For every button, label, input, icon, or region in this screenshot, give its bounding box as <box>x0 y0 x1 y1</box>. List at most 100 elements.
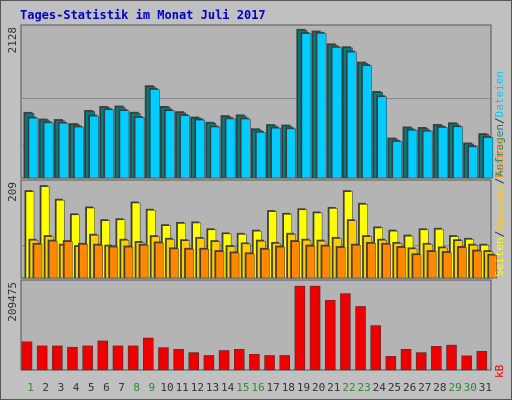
bar-kb-day-16 <box>249 353 260 371</box>
bar-kb-day-24 <box>370 325 381 371</box>
bar-kb-day-15 <box>234 348 245 371</box>
bar-kb-day-1 <box>21 341 33 371</box>
legend-separator: / <box>493 178 506 185</box>
bar-rechner-day-12 <box>200 249 210 279</box>
x-tick-label-day-22: 22 <box>342 381 355 394</box>
bar-rechner-day-20 <box>321 245 331 279</box>
bar-rechner-day-5 <box>94 245 103 279</box>
bar-kb-day-18 <box>279 355 290 371</box>
bar-dateien-day-20 <box>316 33 327 179</box>
x-tick-label-day-8: 8 <box>133 381 140 394</box>
legend-besuche: Besuche <box>493 184 506 230</box>
y-axis-max-label: 209 <box>6 182 19 202</box>
bar-dateien-day-29 <box>453 126 463 179</box>
x-tick-label-day-20: 20 <box>312 381 325 394</box>
bar-rechner-day-13 <box>215 251 225 279</box>
x-tick-label-day-18: 18 <box>282 381 295 394</box>
bar-rechner-day-18 <box>291 241 300 279</box>
bar-kb-day-6 <box>97 340 109 371</box>
bar-dateien-day-5 <box>89 115 99 179</box>
x-tick-label-day-29: 29 <box>448 381 461 394</box>
bar-kb-day-2 <box>36 345 48 371</box>
bar-dateien-day-15 <box>241 118 251 179</box>
bar-rechner-day-14 <box>230 252 240 279</box>
bar-dateien-day-2 <box>43 122 54 179</box>
x-tick-label-day-23: 23 <box>358 381 371 394</box>
x-tick-label-day-15: 15 <box>236 381 249 394</box>
bar-kb-day-5 <box>82 345 93 371</box>
bar-rechner-day-21 <box>336 247 346 279</box>
x-tick-label-day-25: 25 <box>388 381 401 394</box>
bar-dateien-day-28 <box>438 127 448 179</box>
legend-kb: kB <box>493 364 506 378</box>
bar-kb-day-30 <box>461 355 472 371</box>
bar-dateien-day-11 <box>180 115 190 179</box>
x-tick-label-day-26: 26 <box>403 381 416 394</box>
bar-dateien-day-10 <box>165 110 175 179</box>
legend-anfragen: Anfragen <box>493 124 506 177</box>
x-tick-label-day-24: 24 <box>373 381 387 394</box>
legend-panel-middle: Seiten/Besuche/Rechner <box>493 131 506 277</box>
bar-rechner-day-17 <box>276 246 285 279</box>
bar-kb-day-29 <box>446 344 457 371</box>
bar-rechner-day-1 <box>33 244 43 279</box>
bar-kb-day-31 <box>476 351 488 371</box>
x-tick-label-day-1: 1 <box>27 381 34 394</box>
legend-dateien: Dateien <box>493 71 506 117</box>
bar-kb-day-10 <box>158 347 169 371</box>
bar-kb-day-9 <box>143 337 154 371</box>
bar-rechner-day-27 <box>427 251 437 279</box>
legend-separator: / <box>493 117 506 124</box>
x-tick-label-day-3: 3 <box>58 381 65 394</box>
bar-kb-day-17 <box>264 355 275 371</box>
x-tick-label-day-16: 16 <box>251 381 264 394</box>
bar-rechner-day-7 <box>124 246 134 279</box>
bar-rechner-day-16 <box>261 249 270 279</box>
bar-dateien-day-27 <box>422 131 433 179</box>
bar-kb-day-11 <box>173 348 184 371</box>
bar-dateien-day-13 <box>210 126 221 179</box>
x-tick-label-day-2: 2 <box>42 381 49 394</box>
legend-seiten: Seiten <box>493 237 506 277</box>
bar-rechner-day-30 <box>473 250 482 279</box>
bar-dateien-day-9 <box>150 89 160 179</box>
bar-kb-day-14 <box>218 350 230 371</box>
x-tick-label-day-13: 13 <box>206 381 219 394</box>
legend-panel-bottom: kB <box>493 364 506 378</box>
bar-kb-day-4 <box>67 346 78 371</box>
bar-rechner-day-23 <box>367 243 376 279</box>
x-tick-label-day-5: 5 <box>88 381 95 394</box>
bar-dateien-day-31 <box>483 137 494 179</box>
bar-rechner-day-19 <box>306 245 316 279</box>
bar-dateien-day-17 <box>271 127 281 179</box>
x-tick-label-day-31: 31 <box>479 381 492 394</box>
bar-kb-day-23 <box>355 306 366 371</box>
bar-rechner-day-26 <box>412 254 422 279</box>
x-tick-label-day-7: 7 <box>118 381 125 394</box>
bar-dateien-day-19 <box>301 33 312 179</box>
bar-dateien-day-8 <box>134 117 145 179</box>
bar-kb-day-8 <box>127 345 139 371</box>
bar-kb-day-3 <box>52 345 63 371</box>
x-tick-label-day-19: 19 <box>297 381 310 394</box>
bar-kb-day-13 <box>203 355 215 371</box>
bar-rechner-day-4 <box>79 244 88 279</box>
x-tick-label-day-10: 10 <box>160 381 173 394</box>
x-tick-label-day-4: 4 <box>73 381 80 394</box>
bar-dateien-day-14 <box>225 118 236 179</box>
bar-rechner-day-8 <box>139 245 149 279</box>
x-tick-label-day-14: 14 <box>221 381 235 394</box>
legend-separator: / <box>493 231 506 238</box>
bar-kb-day-21 <box>324 299 336 371</box>
bar-kb-day-19 <box>294 285 306 371</box>
bar-dateien-day-30 <box>468 146 478 179</box>
bar-rechner-day-22 <box>352 245 361 279</box>
bar-dateien-day-26 <box>407 130 418 179</box>
bar-rechner-day-31 <box>488 255 498 279</box>
bar-dateien-day-3 <box>59 123 69 179</box>
x-tick-label-day-9: 9 <box>149 381 156 394</box>
bar-dateien-day-16 <box>256 132 266 179</box>
chart-title: Tages-Statistik im Monat Juli 2017 <box>20 8 266 22</box>
bar-dateien-day-22 <box>347 51 357 179</box>
